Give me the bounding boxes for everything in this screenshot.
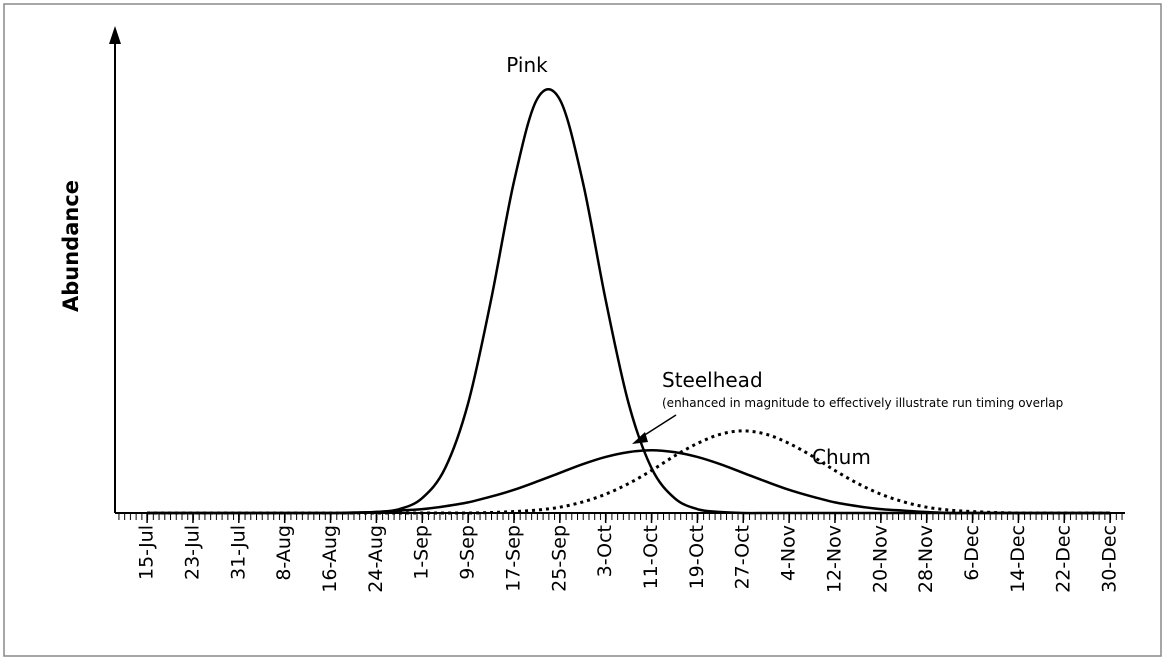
series-line [147, 448, 1111, 515]
x-tick-label: 14-Dec [1007, 525, 1029, 593]
x-tick-label: 15-Jul [136, 525, 158, 580]
x-tick-label: 12-Nov [823, 525, 845, 593]
x-tick-label: 11-Oct [640, 525, 662, 589]
x-tick-label: 24-Aug [365, 525, 387, 593]
frame [3, 3, 1162, 657]
annotation: Pink [506, 53, 548, 77]
x-tick-label: 20-Nov [869, 525, 891, 593]
x-tick-label: 22-Dec [1053, 525, 1075, 593]
x-tick-label: 8-Aug [273, 525, 295, 581]
annotation-arrow [639, 414, 677, 439]
x-tick-label: 19-Oct [686, 525, 708, 589]
minor-ticks [115, 513, 1125, 520]
y-axis-title: Abundance [59, 180, 83, 312]
x-tick-label: 23-Jul [181, 525, 203, 580]
x-tick-label: 9-Sep [457, 525, 479, 580]
x-tick-label: 3-Oct [594, 525, 616, 577]
x-tick-label: 25-Sep [548, 525, 570, 592]
x-tick-label: 17-Sep [502, 525, 524, 592]
x-tick-label: 31-Jul [227, 525, 249, 580]
x-tick-label: 16-Aug [319, 525, 341, 593]
series-line [147, 88, 1111, 515]
x-tick-label: 1-Sep [411, 525, 433, 580]
x-tick-label: 28-Nov [915, 525, 937, 593]
annotation-note: (enhanced in magnitude to effectively il… [662, 396, 1063, 410]
y-axis-arrow [109, 26, 121, 44]
series-line [147, 429, 1111, 515]
annotation: Chum [812, 445, 871, 469]
x-tick-label: 27-Oct [732, 525, 754, 589]
x-tick-label: 6-Dec [961, 525, 983, 581]
x-tick-label: 4-Nov [778, 525, 800, 581]
annotation: Steelhead [662, 368, 763, 392]
x-tick-label: 30-Dec [1099, 525, 1121, 593]
